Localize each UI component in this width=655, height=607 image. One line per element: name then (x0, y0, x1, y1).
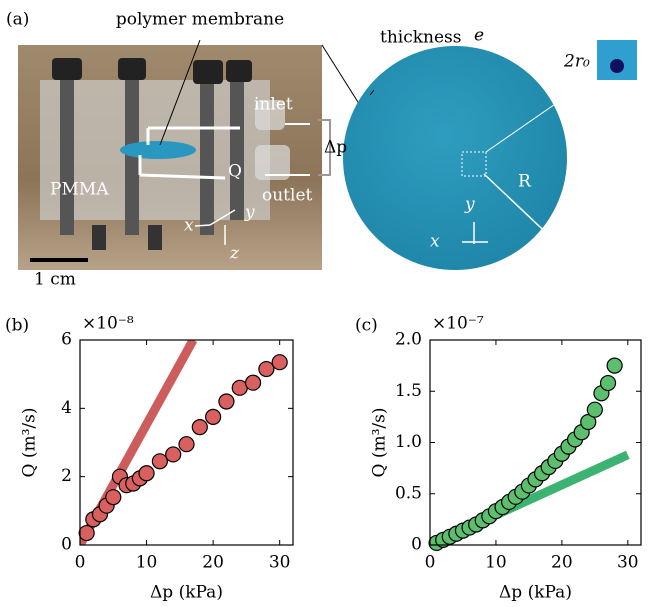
y-tick-label: 1.0 (395, 432, 422, 452)
axis-x: x (184, 216, 194, 236)
multiplier: ×10⁻⁷ (432, 314, 484, 334)
panel-label: (c) (355, 316, 378, 336)
y-tick-label: 2 (61, 466, 72, 486)
y-axis-label: Q (m³/s) (370, 408, 390, 478)
flow-label: Q (228, 162, 242, 182)
x-tick-label: 10 (136, 553, 158, 573)
y-tick-label: 0 (411, 535, 422, 555)
pressure-label: Δp (324, 138, 347, 158)
radius-label: R (518, 172, 532, 192)
data-point (138, 465, 155, 482)
data-point (599, 374, 617, 392)
data-point (244, 374, 262, 391)
x-axis-label: Δp (kPa) (150, 583, 223, 603)
y-axis-label: Q (m³/s) (20, 408, 40, 478)
panel-label: (b) (5, 316, 29, 336)
x-tick-label: 20 (202, 553, 224, 573)
data-point (258, 360, 275, 378)
x-tick-label: 0 (75, 553, 86, 573)
y-tick-label: 4 (61, 398, 72, 418)
disk-axis-x: x (430, 232, 440, 252)
data-point (151, 453, 168, 470)
hole-label: 2r₀ (563, 52, 590, 72)
y-tick-label: 0 (61, 535, 72, 555)
photo (18, 39, 369, 270)
y-tick-label: 0.5 (395, 483, 422, 503)
inlet-label: inlet (254, 95, 293, 115)
data-point (191, 419, 208, 436)
thickness-label: thickness (380, 28, 462, 48)
data-point (105, 489, 122, 506)
y-tick-label: 6 (61, 330, 72, 350)
panel-label: (a) (6, 10, 29, 30)
data-point (165, 446, 182, 463)
data-point (205, 408, 222, 425)
x-tick-label: 20 (551, 553, 573, 573)
x-tick-label: 30 (617, 553, 639, 573)
x-axis-label: Δp (kPa) (499, 583, 572, 603)
material-label: PMMA (50, 180, 109, 200)
scale-label: 1 cm (34, 270, 76, 290)
axes-frame (429, 339, 642, 546)
data-point (606, 357, 623, 374)
chart: (b) ×10⁻⁸ Δp (kPa) Q (m³/s) 0 10 20 30 0 2 4 6 (5, 314, 294, 603)
outlet-label: outlet (262, 186, 313, 206)
membrane-disk (343, 40, 637, 270)
data-point (218, 393, 235, 410)
data-point (580, 413, 597, 431)
y-tick-label: 1.5 (395, 381, 422, 401)
x-tick-label: 0 (425, 553, 436, 573)
membrane-label: polymer membrane (116, 10, 284, 30)
y-tick-label: 2.0 (395, 330, 422, 350)
thickness-symbol: e (474, 26, 484, 46)
data-point (78, 524, 95, 542)
data-point (178, 436, 195, 453)
data-point (586, 401, 603, 418)
axis-z: z (229, 244, 240, 264)
data-point (271, 354, 288, 371)
chart: (c) ×10⁻⁷ Δp (kPa) Q (m³/s) 0 10 20 30 0 0.5 1.0 1.… (355, 314, 642, 603)
x-tick-label: 30 (269, 553, 291, 573)
disk-axis-y: y (464, 195, 475, 215)
axis-y: y (244, 203, 255, 223)
x-tick-label: 10 (485, 553, 507, 573)
axes-frame (79, 339, 294, 546)
multiplier: ×10⁻⁸ (82, 314, 134, 334)
